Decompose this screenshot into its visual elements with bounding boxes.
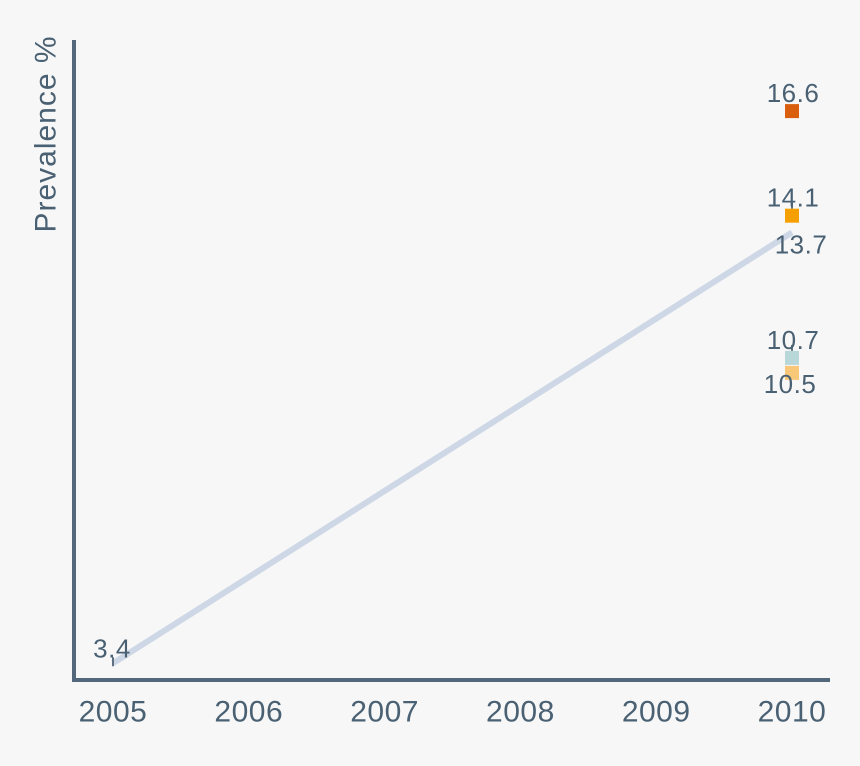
data-label-14.1: 14.1: [767, 183, 820, 213]
data-label-13.7: 13.7: [775, 229, 828, 259]
x-tick-label-2007: 2007: [350, 696, 419, 729]
data-point-10.5: [785, 365, 799, 380]
x-tick-label-2006: 2006: [214, 696, 283, 729]
y-axis-title: Prevalence %: [30, 35, 63, 232]
x-tick-label-2010: 2010: [758, 696, 827, 729]
trend-line-light-blue: [111, 229, 794, 666]
x-tick-label-2005: 2005: [79, 696, 148, 729]
stem-3.4: [112, 657, 114, 667]
data-label-10.7: 10.7: [767, 325, 820, 355]
stem-10.7: [791, 344, 793, 351]
data-point-16.6: [785, 104, 799, 119]
data-label-16.6: 16.6: [767, 78, 820, 108]
stem-14.1: [791, 202, 793, 209]
data-point-14.1: [785, 208, 799, 223]
data-point-10.7: [785, 350, 799, 365]
data-label-10.5: 10.5: [764, 369, 817, 399]
x-tick-label-2009: 2009: [622, 696, 691, 729]
data-label-3.4: 3.4: [93, 633, 131, 663]
x-tick-label-2008: 2008: [486, 696, 555, 729]
